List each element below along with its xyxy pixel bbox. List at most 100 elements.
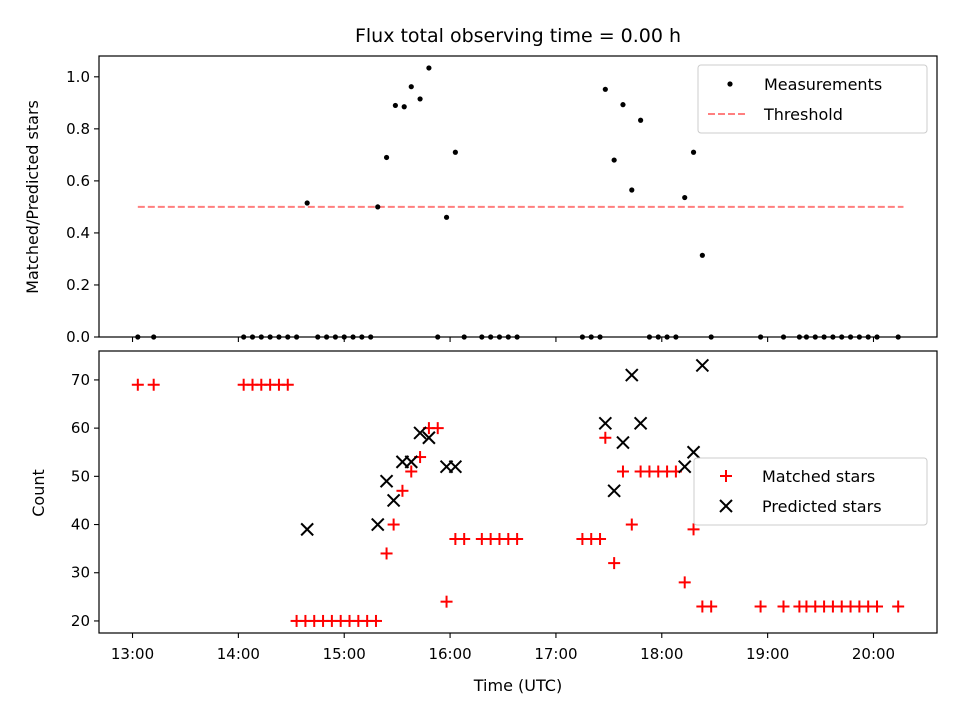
ratio-legend-box — [697, 64, 928, 134]
count-y-tick-label: 60 — [71, 419, 90, 437]
count-axes-frame — [98, 350, 938, 634]
count-legend: Matched stars Predicted stars — [693, 457, 928, 526]
matched-star-point — [458, 533, 471, 545]
count-y-tick-label: 40 — [71, 516, 90, 534]
matched-star-point — [396, 484, 409, 497]
count-x-tick-label: 15:00 — [323, 645, 366, 663]
measurement-point — [682, 194, 688, 201]
legend-measurements-marker — [727, 81, 733, 87]
ratio-y-axis: 0.0 0.2 0.4 0.6 0.8 1.0 — [66, 68, 99, 346]
measurement-point — [611, 157, 617, 163]
count-x-tick-label: 16:00 — [428, 645, 471, 663]
matched-star-point — [871, 600, 884, 613]
count-marks — [131, 358, 905, 627]
legend-predicted-label: Predicted stars — [762, 497, 882, 516]
measurement-point — [602, 86, 608, 92]
matched-star-point — [625, 518, 638, 531]
matched-star-point — [511, 533, 524, 545]
ratio-y-tick-label: 0.4 — [66, 224, 90, 242]
matched-star-point — [705, 600, 718, 613]
matched-star-point — [678, 576, 691, 589]
matched-star-point — [599, 431, 612, 444]
measurement-point — [383, 154, 390, 161]
ratio-y-label: Matched/Predicted stars — [23, 100, 42, 294]
count-y-axis: 20 30 40 50 60 70 — [71, 371, 99, 630]
ratio-y-tick-label: 0.6 — [66, 172, 90, 190]
ratio-x-ticks — [131, 337, 875, 342]
measurement-point — [452, 149, 458, 155]
legend-predicted-marker — [719, 499, 733, 513]
count-x-tick-label: 13:00 — [111, 645, 154, 663]
predicted-star-point — [300, 522, 314, 537]
count-x-axis: 13:00 14:00 15:00 16:00 17:00 18:00 19:00 20:00 — [111, 633, 895, 663]
count-y-tick-label: 50 — [71, 467, 90, 485]
predicted-star-point — [379, 474, 394, 488]
ratio-y-tick-label: 0.2 — [66, 276, 90, 294]
measurement-point — [620, 102, 626, 108]
count-x-tick-label: 20:00 — [852, 645, 895, 663]
predicted-star-point — [616, 435, 630, 450]
matched-star-point — [616, 465, 629, 478]
measurement-point — [392, 102, 398, 109]
measurement-point — [638, 117, 644, 123]
chart-title: Flux total observing time = 0.00 h — [355, 25, 681, 47]
matched-star-point — [405, 465, 418, 478]
count-x-label: Time (UTC) — [473, 676, 562, 695]
ratio-marks — [135, 65, 904, 340]
count-x-tick-label: 14:00 — [217, 645, 260, 663]
legend-threshold-label: Threshold — [763, 105, 843, 124]
count-x-tick-label: 18:00 — [640, 645, 683, 663]
matched-star-point — [777, 600, 790, 613]
measurement-point — [443, 214, 450, 220]
ratio-axes-frame — [98, 55, 938, 338]
predicted-star-point — [678, 459, 692, 474]
matched-star-point — [892, 600, 905, 613]
predicted-star-point — [422, 431, 436, 445]
count-x-tick-label: 19:00 — [746, 645, 789, 663]
matched-star-point — [608, 557, 621, 570]
predicted-star-point — [386, 493, 401, 508]
ratio-legend: Measurements Threshold — [697, 64, 928, 134]
predicted-star-point — [686, 445, 701, 459]
predicted-star-point — [404, 455, 418, 469]
measurement-point — [629, 187, 635, 193]
ratio-y-tick-label: 0.0 — [66, 328, 90, 346]
predicted-star-point — [625, 368, 639, 382]
legend-measurements-label: Measurements — [764, 75, 882, 94]
panel-count: 20 30 40 50 60 70 13:00 14:00 15:00 16:00 17:00 18… — [29, 350, 938, 695]
panel-ratio: 0.0 0.2 0.4 0.6 0.8 1.0 Matched/Predicted sta… — [23, 55, 938, 346]
legend-matched-marker — [720, 470, 732, 482]
predicted-star-point — [371, 517, 385, 532]
count-x-tick-label: 17:00 — [534, 645, 577, 663]
predicted-star-point — [695, 358, 710, 373]
predicted-star-point — [607, 484, 621, 498]
matched-star-point — [440, 595, 453, 608]
ratio-y-tick-label: 1.0 — [66, 68, 90, 86]
matched-star-point — [369, 614, 382, 627]
predicted-star-point — [448, 459, 463, 474]
predicted-star-point — [633, 416, 648, 431]
matched-star-point — [431, 422, 444, 435]
measurement-point — [417, 96, 423, 102]
measurement-point — [408, 84, 414, 90]
legend-matched-label: Matched stars — [762, 467, 875, 486]
measurement-point — [304, 200, 310, 206]
matched-star-point — [687, 523, 700, 536]
matched-star-point — [387, 518, 400, 531]
ratio-y-tick-label: 0.8 — [66, 120, 90, 138]
matched-star-point — [380, 547, 393, 560]
matched-star-point — [754, 600, 767, 613]
measurement-point — [401, 104, 407, 110]
measurement-point — [426, 65, 432, 71]
measurement-point — [375, 204, 381, 210]
count-y-tick-label: 70 — [71, 371, 90, 389]
matched-star-point — [281, 378, 294, 391]
count-legend-box — [693, 457, 928, 526]
count-y-tick-label: 20 — [71, 612, 90, 630]
matched-star-point — [131, 378, 144, 391]
predicted-star-point — [598, 416, 613, 431]
measurement-point — [690, 149, 697, 155]
matched-star-point — [147, 378, 160, 391]
count-y-label: Count — [29, 469, 48, 517]
